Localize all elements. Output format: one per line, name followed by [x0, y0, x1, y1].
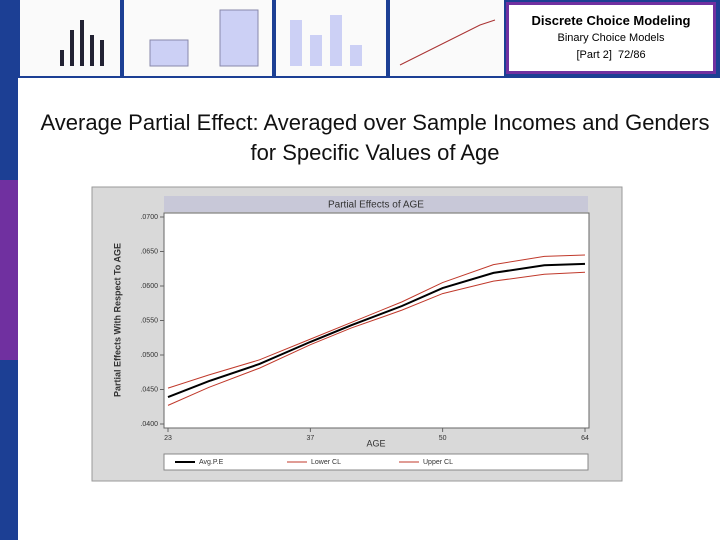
- thumbnail-bars: [60, 20, 104, 66]
- y-tick-label: .0450: [140, 386, 158, 393]
- thumbnail-bar: [219, 9, 259, 67]
- header-box: Discrete Choice Modeling Binary Choice M…: [506, 2, 716, 74]
- y-tick-label: .0400: [140, 421, 158, 428]
- line: [167, 271, 586, 406]
- x-axis-label: AGE: [366, 438, 385, 448]
- header-subtitle: Binary Choice Models: [557, 32, 665, 44]
- slide-title: Average Partial Effect: Averaged over Sa…: [40, 110, 710, 165]
- chart-title-bar: [164, 196, 588, 212]
- part: [Part 2]: [576, 49, 612, 61]
- line: [167, 262, 586, 399]
- page-number: 72/86: [618, 49, 646, 61]
- legend-box: [163, 453, 589, 471]
- x-tick-label: 23: [164, 435, 172, 442]
- side-bar-accent: [0, 180, 18, 360]
- y-tick-label: .0500: [140, 352, 158, 359]
- legend-label: Avg.P.E: [199, 459, 224, 466]
- plot-area: [163, 212, 590, 429]
- thumbnail: [390, 0, 504, 76]
- y-tick-label: .0600: [140, 283, 158, 290]
- y-axis-label: Partial Effects With Respect To AGE: [112, 243, 122, 397]
- thumbnail-bar: [149, 39, 189, 67]
- thumbnail-line: [399, 19, 496, 66]
- y-tick-label: .0550: [140, 317, 158, 324]
- legend-label: Upper CL: [423, 459, 453, 466]
- y-tick-label: .0700: [140, 214, 158, 221]
- header-title: Discrete Choice Modeling: [531, 13, 691, 28]
- chart-title: Partial Effects of AGE: [328, 200, 424, 211]
- y-tick-label: .0650: [140, 248, 158, 255]
- x-tick-label: 50: [439, 435, 447, 442]
- legend-label: Lower CL: [311, 459, 341, 466]
- x-tick-label: 37: [306, 435, 314, 442]
- thumbnail-bars: [290, 15, 362, 66]
- header-page: [Part 2] 72/86: [509, 49, 713, 61]
- x-tick-label: 64: [581, 435, 589, 442]
- line: [167, 254, 586, 389]
